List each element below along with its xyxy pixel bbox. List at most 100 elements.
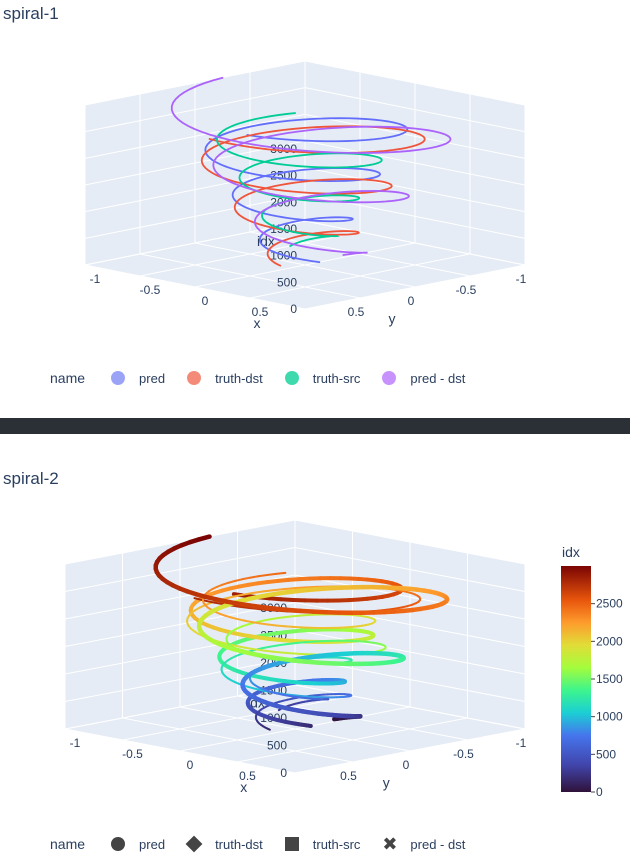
x-tick-label: 0	[187, 758, 194, 772]
series-segment-truth-dst	[298, 640, 309, 644]
series-segment-truth-src	[250, 621, 261, 625]
series-segment-truth-src	[221, 581, 230, 586]
grid-line	[304, 105, 526, 310]
series-segment-truth-dst	[224, 595, 236, 600]
colorbar-gradient	[561, 566, 591, 792]
legend-item-truth-src[interactable]: truth-src	[284, 837, 360, 852]
grid-line	[64, 564, 296, 774]
chart-3d-scene[interactable]: 050010001500200025003000idx-1-0.500.5y-1…	[0, 434, 630, 814]
grid-line	[84, 105, 306, 310]
legend-label: truth-src	[312, 370, 361, 386]
series-segment-truth-dst	[393, 606, 403, 610]
legend-label: truth-dst	[215, 370, 263, 386]
legend-title: name	[50, 370, 86, 386]
series-segment-truth-dst	[291, 641, 301, 645]
series-segment-truth-dst	[262, 645, 272, 650]
z-tick-label: 0	[290, 302, 297, 316]
legend-item-pred-dst[interactable]: ✖ pred - dst	[382, 835, 466, 853]
series-segment-truth-src	[269, 617, 279, 621]
legend-marker-diamond-icon	[185, 835, 203, 853]
grid-line	[194, 83, 416, 288]
legend-item-pred[interactable]: pred	[111, 837, 165, 852]
series-segment-truth-src	[290, 614, 300, 618]
series-segment-truth-src	[275, 571, 287, 575]
series-segment-truth-src	[227, 580, 236, 584]
legend-label: pred - dst	[410, 370, 466, 386]
series-segment-truth-dst	[291, 652, 303, 655]
grid-line	[237, 553, 468, 763]
grid-line	[294, 564, 526, 774]
series-segment-truth-src	[265, 572, 278, 576]
legend-label: truth-dst	[215, 836, 263, 852]
colorbar-tick-label: 2500	[596, 597, 623, 611]
series-line-truth-dst	[200, 125, 426, 267]
x-tick-label: -0.5	[122, 747, 143, 761]
x-tick-label: -0.5	[140, 283, 161, 297]
series-line-pred-dst	[170, 76, 452, 257]
legend: name pred truth-dst truth-src ✖ pred - ds…	[50, 835, 487, 853]
legend-label: pred	[139, 836, 166, 852]
legend-label: pred - dst	[410, 836, 466, 852]
colorbar-title: idx	[562, 544, 580, 560]
series-segment-truth-dst	[263, 649, 275, 653]
series-segment-truth-src	[283, 615, 293, 619]
series-segment-truth-dst	[245, 646, 256, 651]
grid-line	[179, 542, 411, 752]
legend-item-pred[interactable]: pred	[111, 371, 165, 386]
series-segment-truth-src	[276, 616, 286, 620]
series-segment-pred	[278, 597, 296, 602]
colorbar: 0 500 1000 1500 2000 2500	[561, 566, 623, 799]
grid-line	[179, 542, 411, 752]
x-tick-label: 0.5	[239, 769, 256, 783]
series-segment-truth-dst	[272, 650, 284, 654]
series-segment-truth-src	[243, 619, 253, 624]
series-segment-truth-src	[291, 625, 303, 629]
series-segment-truth-dst	[306, 640, 317, 643]
series-segment-truth-dst	[203, 599, 216, 604]
grid-line	[294, 520, 526, 730]
series-segment-truth-src	[283, 625, 294, 628]
series-segment-truth-src	[229, 616, 239, 621]
y-tick-label: -0.5	[456, 283, 477, 297]
series-segment-truth-src	[248, 575, 260, 579]
colorbar-tick-label: 1500	[596, 672, 623, 686]
series-segment-truth-src	[266, 623, 278, 627]
y-tick-label: 0	[408, 294, 415, 308]
legend-item-truth-dst[interactable]: truth-dst	[185, 835, 263, 853]
legend-item-truth-src[interactable]: truth-src	[284, 370, 361, 386]
grid-line	[304, 61, 526, 266]
series-segment-truth-dst	[251, 590, 264, 595]
colorbar-tick-label: 500	[596, 747, 616, 761]
series-segment-pred	[266, 596, 283, 602]
series-segment-truth-dst	[293, 586, 307, 590]
x-tick-label: 0	[202, 294, 209, 308]
colorbar-tick-label: 0	[596, 785, 603, 799]
legend-label: pred	[139, 370, 166, 386]
y-tick-label: -1	[516, 736, 527, 750]
x-axis-label: x	[240, 779, 247, 795]
colorbar-tick-label: 1000	[596, 710, 623, 724]
series-segment-truth-dst	[269, 644, 279, 648]
series-segment-truth-src	[257, 619, 266, 623]
series-segment-truth-dst	[248, 607, 263, 611]
y-tick-label: -1	[516, 272, 527, 286]
series-segment-truth-dst	[236, 605, 251, 610]
series-segment-truth-dst	[282, 587, 296, 591]
y-tick-label: -0.5	[453, 747, 474, 761]
series-segment-truth-dst	[294, 694, 303, 697]
series-segment-truth-src	[275, 624, 286, 628]
series-segment-truth-dst	[272, 588, 285, 592]
legend-marker-circle-icon	[187, 371, 202, 385]
x-tick-label: -1	[90, 272, 101, 286]
x-tick-label: -1	[70, 736, 81, 750]
series-segment-truth-src	[263, 618, 272, 622]
legend-item-truth-dst[interactable]: truth-dst	[187, 371, 263, 386]
z-tick-label: 500	[277, 275, 297, 289]
colorbar-tick-label: 2000	[596, 634, 623, 648]
y-tick-label: 0.5	[340, 769, 357, 783]
series-segment-truth-dst	[261, 589, 275, 593]
y-tick-label: 0	[403, 758, 410, 772]
legend-item-pred-dst[interactable]: pred - dst	[382, 371, 465, 386]
z-tick-label: 0	[280, 766, 287, 780]
